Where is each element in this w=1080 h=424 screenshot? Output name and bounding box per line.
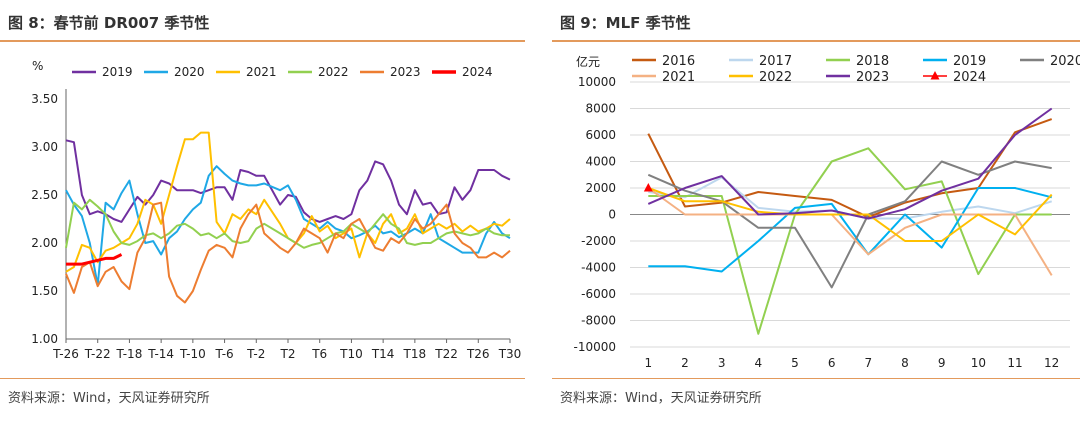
y-tick-label: 8000 <box>585 102 616 116</box>
legend-label-2018: 2018 <box>856 54 889 69</box>
source-rule <box>552 378 1080 379</box>
y-tick-label: 3.50 <box>31 92 58 106</box>
legend-label-2021: 2021 <box>246 65 277 79</box>
y-tick-label: 1.50 <box>31 284 58 298</box>
legend-label-2022: 2022 <box>318 65 349 79</box>
x-tick-label: 12 <box>1044 356 1059 370</box>
y-tick-label: 2.00 <box>31 236 58 250</box>
series-line-2022 <box>65 198 510 249</box>
y-tick-label: -2000 <box>581 234 616 248</box>
x-tick-label: 3 <box>718 356 726 370</box>
x-tick-label: 5 <box>791 356 799 370</box>
chart-panel-dr007: 图 8：春节前 DR007 季节性 % 1.00 1.50 2.00 2.50 3.00 3… <box>0 0 525 424</box>
chart-panel-mlf: 图 9：MLF 季节性 亿元 -10000 -8000 -6000 -4000 -2000… <box>552 0 1080 424</box>
x-tick-label: 2 <box>681 356 689 370</box>
title-rule <box>552 40 1080 42</box>
x-tick-label: 7 <box>865 356 873 370</box>
x-tick-label: T14 <box>371 347 395 361</box>
series-line-2021 <box>65 131 511 273</box>
x-tick-label: T18 <box>403 347 427 361</box>
series-line-2018 <box>648 147 1052 335</box>
figure-title: 图 8：春节前 DR007 季节性 <box>8 14 210 32</box>
series-marker-2024 <box>643 183 653 192</box>
series-line-2023 <box>647 107 1053 220</box>
source-note: 资料来源：Wind，天风证券研究所 <box>8 391 210 406</box>
y-tick-label: 0 <box>608 208 616 222</box>
x-tick-label: T10 <box>339 347 363 361</box>
x-tick-label: T-14 <box>147 347 174 361</box>
y-tick-label: 2.50 <box>31 188 58 202</box>
legend-label-2023: 2023 <box>390 65 421 79</box>
x-tick-label: 11 <box>1007 356 1022 370</box>
y-tick-label: -6000 <box>581 287 616 301</box>
source-rule <box>0 378 525 379</box>
y-tick-label: -4000 <box>581 261 616 275</box>
legend-label-2020: 2020 <box>1050 54 1080 69</box>
y-tick-label: 4000 <box>585 155 616 169</box>
series-line-2021 <box>647 187 1053 276</box>
series-line-2023 <box>65 201 511 304</box>
series-line-2019 <box>65 139 511 223</box>
x-tick-label: 6 <box>828 356 836 370</box>
y-tick-label: -10000 <box>573 340 616 354</box>
legend-label-2022: 2022 <box>759 70 792 85</box>
x-tick-label: T6 <box>311 347 327 361</box>
legend-label-2019: 2019 <box>102 65 133 79</box>
legend-label-2023: 2023 <box>856 70 889 85</box>
figure-title: 图 9：MLF 季节性 <box>560 14 691 32</box>
x-tick-label: T-22 <box>84 347 111 361</box>
legend-marker-2024 <box>930 71 940 80</box>
series-line-2016 <box>647 118 1053 219</box>
y-axis-label: 亿元 <box>576 54 600 69</box>
x-tick-label: T-26 <box>52 347 79 361</box>
x-tick-label: T-18 <box>116 347 143 361</box>
x-tick-label: 10 <box>971 356 986 370</box>
x-tick-label: T2 <box>280 347 296 361</box>
series-line-2024 <box>66 253 123 266</box>
legend-label-2021: 2021 <box>662 70 695 85</box>
legend-label-2020: 2020 <box>174 65 205 79</box>
legend-label-2016: 2016 <box>662 54 695 69</box>
x-tick-label: T-6 <box>214 347 233 361</box>
y-tick-label: 10000 <box>578 75 616 89</box>
title-rule <box>0 40 525 42</box>
legend-label-2024: 2024 <box>953 70 986 85</box>
x-tick-label: 1 <box>645 356 653 370</box>
x-tick-label: 8 <box>901 356 909 370</box>
legend-label-2019: 2019 <box>953 54 986 69</box>
legend-label-2017: 2017 <box>759 54 792 69</box>
x-tick-label: T-2 <box>246 347 265 361</box>
x-tick-label: T26 <box>466 347 490 361</box>
x-tick-label: 4 <box>755 356 763 370</box>
x-tick-label: 9 <box>938 356 946 370</box>
mlf-line-chart: 亿元 -10000 -8000 -6000 -4000 -2000 0 2000 4000 600… <box>573 54 1080 370</box>
y-tick-label: 6000 <box>585 128 616 142</box>
y-tick-label: 1.00 <box>31 332 58 346</box>
source-note: 资料来源：Wind，天风证券研究所 <box>560 391 762 406</box>
y-tick-label: 2000 <box>585 181 616 195</box>
dr007-line-chart: % 1.00 1.50 2.00 2.50 3.00 3.50 T-26 T-22 T-18 T-1… <box>31 59 522 361</box>
series-line-2019 <box>648 187 1052 273</box>
legend-label-2024: 2024 <box>462 65 493 79</box>
y-axis-label: % <box>32 59 43 73</box>
y-tick-label: -8000 <box>581 314 616 328</box>
x-tick-label: T22 <box>434 347 458 361</box>
y-tick-label: 3.00 <box>31 140 58 154</box>
x-tick-label: T30 <box>498 347 522 361</box>
x-tick-label: T-10 <box>179 347 206 361</box>
